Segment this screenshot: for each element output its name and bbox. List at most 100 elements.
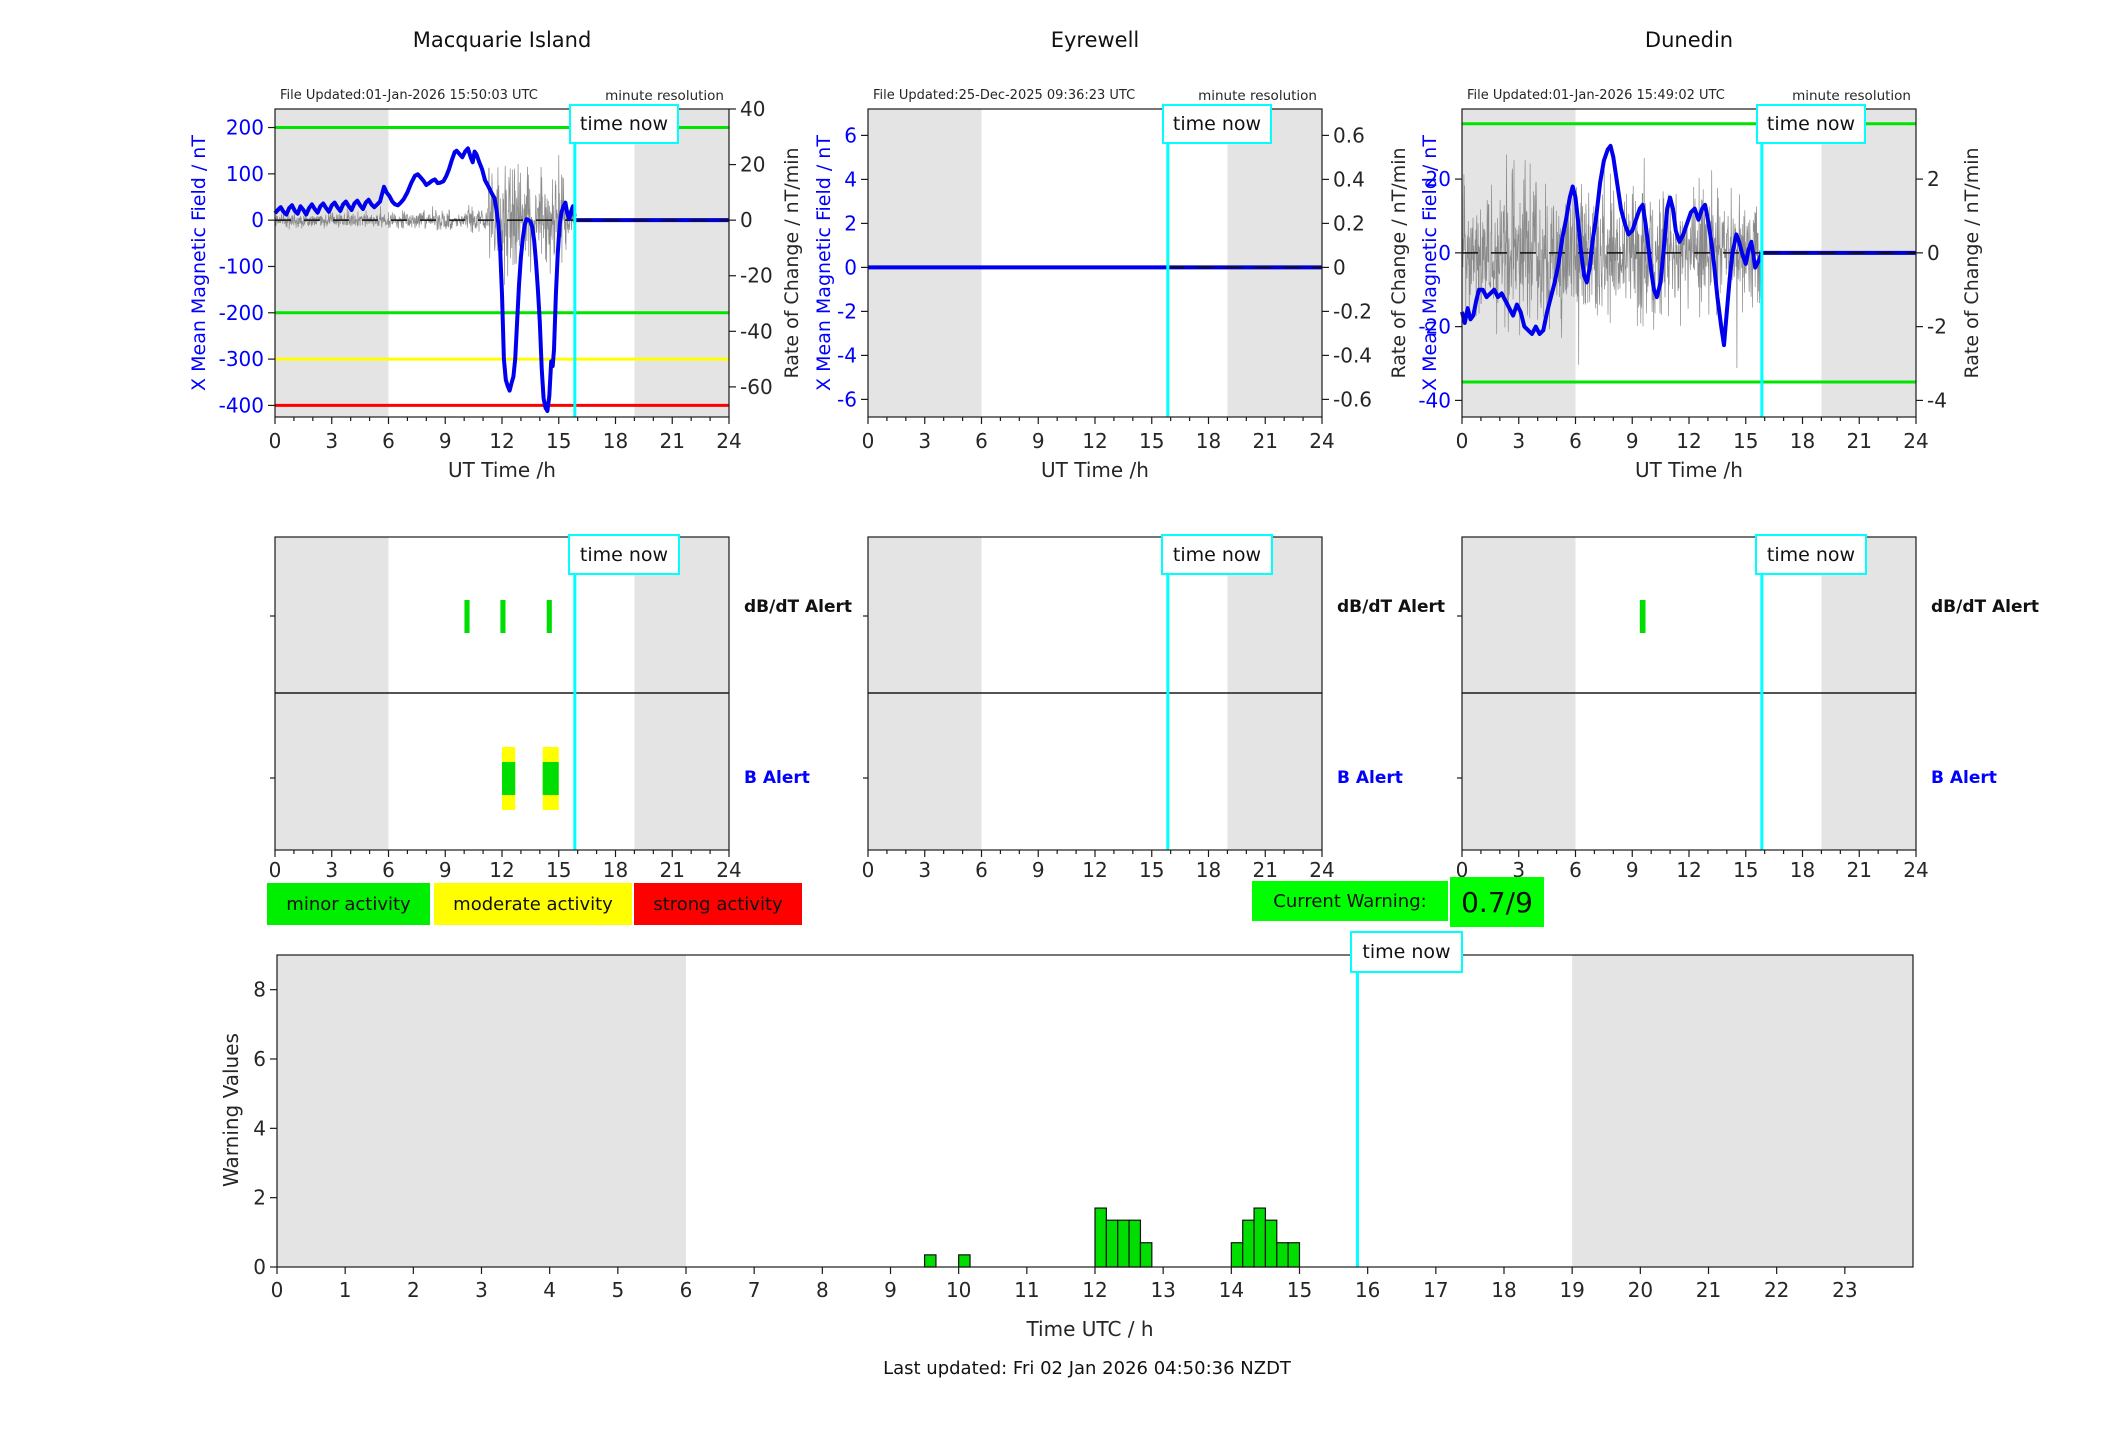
warning-value-bar — [1253, 1207, 1266, 1268]
y-right-tick-label: 0 — [1927, 241, 1940, 265]
x-tick-label: 12 — [1676, 429, 1701, 453]
y-left-label-eyrewell: X Mean Magnetic Field / nT — [813, 135, 835, 391]
dbdt-alert-bar — [1639, 600, 1646, 633]
x-tick-label: 1 — [339, 1278, 352, 1302]
y-left-label-dunedin: X Mean Magnetic Field / nT — [1419, 135, 1441, 391]
x-tick-label: 12 — [489, 429, 514, 453]
y-right-tick-label: 2 — [1927, 167, 1940, 191]
y-right-tick-label: 0.2 — [1333, 211, 1365, 235]
x-tick-label: 3 — [475, 1278, 488, 1302]
x-tick-label: 21 — [1696, 1278, 1721, 1302]
y-right-label-macquarie: Rate of Change / nT/min — [781, 147, 803, 379]
x-tick-label: 18 — [1790, 429, 1815, 453]
x-tick-label: 24 — [1309, 858, 1334, 882]
x-tick-label: 5 — [611, 1278, 624, 1302]
eyrewell-magnetometer-plot: 6 4 2 0 -2 -4 -6 0.6 0.4 0.2 0 -0.2 -0.4 -0.6 0 3 6 9 12 15… — [837, 108, 1372, 453]
time-now-box-alert-eyrewell: time now — [1161, 534, 1273, 575]
dbdt-alert-bar — [546, 600, 552, 633]
x-tick-label: 14 — [1219, 1278, 1244, 1302]
x-tick-label: 22 — [1764, 1278, 1789, 1302]
y-left-tick-label: 2 — [844, 211, 857, 235]
dunedin-alert-plot: 0 3 6 9 12 15 18 21 24 — [1456, 536, 1929, 882]
last-updated-text: Last updated: Fri 02 Jan 2026 04:50:36 N… — [883, 1358, 1291, 1379]
x-tick-label: 9 — [1626, 858, 1639, 882]
warning-value-bar — [1276, 1242, 1289, 1268]
x-tick-label: 18 — [603, 858, 628, 882]
y-left-tick-label: 4 — [844, 167, 857, 191]
x-tick-label: 9 — [1032, 858, 1045, 882]
x-tick-label: 3 — [325, 429, 338, 453]
y-tick-label: 6 — [253, 1047, 266, 1071]
x-tick-label: 6 — [975, 429, 988, 453]
mean-field-trace — [273, 146, 577, 413]
y-right-label-eyrewell: Rate of Change / nT/min — [1388, 147, 1410, 379]
x-tick-label: 24 — [1309, 429, 1334, 453]
x-tick-label: 12 — [1676, 858, 1701, 882]
x-tick-label: 8 — [816, 1278, 829, 1302]
time-now-text: time now — [1766, 113, 1856, 135]
x-tick-label: 24 — [1903, 858, 1928, 882]
x-tick-label: 6 — [680, 1278, 693, 1302]
dbdt-alert-label-eyrewell: dB/dT Alert — [1337, 597, 1446, 617]
x-tick-label: 0 — [862, 858, 875, 882]
time-now-box-warning-chart: time now — [1350, 931, 1463, 973]
x-tick-label: 0 — [1456, 858, 1469, 882]
y-right-tick-label: 0.4 — [1333, 167, 1365, 191]
x-label-warning-chart: Time UTC / h — [1026, 1317, 1154, 1341]
station-title-dunedin: Dunedin — [1644, 28, 1734, 52]
y-tick-label: 0 — [253, 1255, 266, 1279]
x-tick-label: 0 — [1456, 429, 1469, 453]
warning-value-bar — [1139, 1242, 1153, 1268]
time-now-text: time now — [579, 543, 669, 566]
y-right-tick-label: -0.6 — [1333, 387, 1372, 411]
x-tick-label: 15 — [546, 429, 571, 453]
night-shading-band — [868, 109, 982, 417]
y-left-tick-label: -200 — [219, 301, 264, 325]
warning-value-bar — [1264, 1219, 1278, 1268]
x-tick-label: 12 — [1082, 429, 1107, 453]
x-tick-label: 0 — [271, 1278, 284, 1302]
warning-values-axis-label: Warning Values — [219, 1033, 243, 1187]
warning-value-bar — [1128, 1219, 1142, 1268]
legend-minor-activity: minor activity — [267, 883, 430, 925]
time-now-text: time now — [1172, 543, 1262, 566]
b-alert-label-eyrewell: B Alert — [1337, 768, 1403, 788]
y-left-tick-label: -6 — [837, 387, 857, 411]
x-tick-label: 17 — [1423, 1278, 1448, 1302]
b-alert-bar-minor — [502, 762, 516, 795]
dbdt-alert-bar — [464, 600, 470, 633]
y-right-tick-label: 20 — [740, 153, 765, 177]
x-label-dunedin: UT Time /h — [1635, 458, 1743, 482]
x-label-eyrewell: UT Time /h — [1041, 458, 1149, 482]
x-tick-label: 6 — [1569, 429, 1582, 453]
y-left-tick-label: 100 — [226, 162, 264, 186]
x-tick-label: 3 — [1512, 858, 1525, 882]
y-tick-label: 4 — [253, 1116, 266, 1140]
y-right-label-dunedin: Rate of Change / nT/min — [1961, 147, 1983, 379]
x-tick-label: 24 — [1903, 429, 1928, 453]
y-right-tick-label: -20 — [740, 264, 773, 288]
x-tick-label: 6 — [975, 858, 988, 882]
y-left-tick-label: -400 — [219, 393, 264, 417]
x-tick-label: 7 — [748, 1278, 761, 1302]
x-tick-label: 6 — [1569, 858, 1582, 882]
dbdt-alert-bar — [500, 600, 506, 633]
mean-field-trace — [1460, 143, 1764, 348]
y-left-tick-label: 0 — [844, 255, 857, 279]
y-right-tick-label: -4 — [1927, 388, 1947, 412]
x-tick-label: 6 — [382, 858, 395, 882]
x-tick-label: 12 — [1082, 1278, 1107, 1302]
y-left-label-macquarie: X Mean Magnetic Field / nT — [188, 135, 210, 391]
warning-value-bar — [1287, 1242, 1301, 1268]
x-tick-label: 15 — [1139, 858, 1164, 882]
warning-value-bar — [958, 1254, 971, 1268]
x-tick-label: 9 — [1032, 429, 1045, 453]
time-now-text: time now — [579, 113, 669, 135]
file-updated-macquarie: File Updated:01-Jan-2026 15:50:03 UTC — [280, 88, 538, 103]
night-shading-band — [1572, 955, 1913, 1267]
time-now-text: time now — [1172, 113, 1262, 135]
